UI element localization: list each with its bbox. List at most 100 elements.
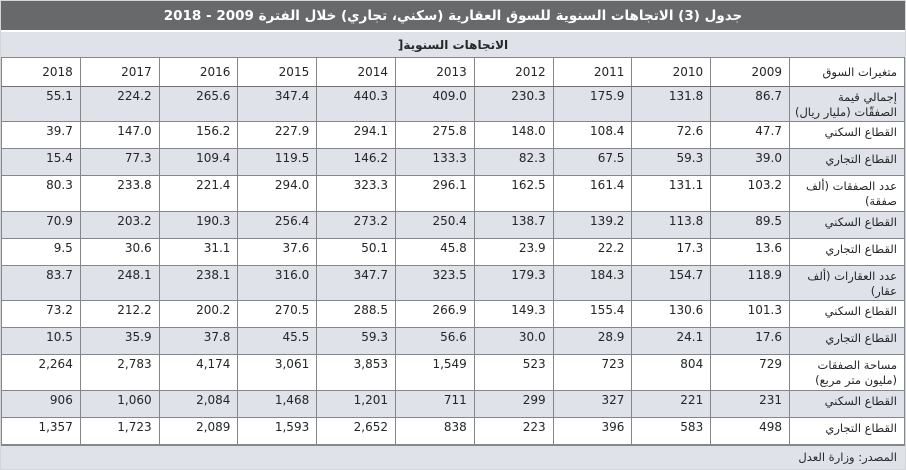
table-title: جدول (3) الاتجاهات السنوية للسوق العقاري…: [1, 1, 905, 30]
value-cell: 266.9: [395, 300, 475, 329]
value-cell: 162.5: [473, 175, 554, 212]
value-cell: 103.2: [710, 175, 790, 212]
value-cell: 108.4: [552, 121, 633, 150]
value-cell: 184.3: [552, 264, 633, 302]
value-cell: 498: [710, 416, 790, 445]
value-cell: 3,853: [316, 354, 397, 391]
value-cell: 1,593: [237, 416, 318, 445]
value-cell: 250.4: [395, 210, 475, 239]
row-label: القطاع السكني: [789, 210, 905, 239]
value-cell: 72.6: [631, 121, 712, 150]
value-cell: 31.1: [158, 237, 239, 266]
value-cell: 147.0: [79, 121, 160, 150]
value-cell: 2,264: [1, 354, 81, 391]
value-cell: 224.2: [79, 85, 160, 123]
table-row: القطاع السكني 101.3 130.6 155.4 149.3 266.9 28…: [1, 300, 905, 329]
value-cell: 30.0: [473, 327, 554, 356]
value-cell: 273.2: [316, 210, 397, 239]
annual-trends-table: متغيرات السوق 2009 2010 2011 2012 2013 2014 201…: [1, 57, 905, 445]
value-cell: 82.3: [473, 148, 554, 177]
value-cell: 113.8: [631, 210, 712, 239]
column-header-year: 2012: [473, 57, 554, 87]
row-label: القطاع التجاري: [789, 327, 905, 356]
value-cell: 583: [631, 416, 712, 445]
value-cell: 2,089: [158, 416, 239, 445]
value-cell: 396: [552, 416, 633, 445]
value-cell: 133.3: [395, 148, 475, 177]
column-header-year: 2011: [552, 57, 633, 87]
row-label: القطاع السكني: [789, 389, 905, 418]
row-label: عدد الصفقات (ألف صفقة): [789, 175, 905, 212]
value-cell: 80.3: [1, 175, 81, 212]
value-cell: 139.2: [552, 210, 633, 239]
column-header-year: 2017: [79, 57, 160, 87]
value-cell: 233.8: [79, 175, 160, 212]
value-cell: 270.5: [237, 300, 318, 329]
row-label: القطاع السكني: [789, 121, 905, 150]
value-cell: 138.7: [473, 210, 554, 239]
value-cell: 347.4: [237, 85, 318, 123]
value-cell: 28.9: [552, 327, 633, 356]
value-cell: 256.4: [237, 210, 318, 239]
value-cell: 47.7: [710, 121, 790, 150]
value-cell: 179.3: [473, 264, 554, 302]
value-cell: 711: [395, 389, 475, 418]
value-cell: 17.6: [710, 327, 790, 356]
value-cell: 22.2: [552, 237, 633, 266]
value-cell: 73.2: [1, 300, 81, 329]
table-row: القطاع السكني 89.5 113.8 139.2 138.7 250.4 273…: [1, 210, 905, 239]
value-cell: 83.7: [1, 264, 81, 302]
value-cell: 89.5: [710, 210, 790, 239]
value-cell: 2,652: [316, 416, 397, 445]
value-cell: 2,783: [79, 354, 160, 391]
value-cell: 288.5: [316, 300, 397, 329]
value-cell: 1,468: [237, 389, 318, 418]
value-cell: 1,357: [1, 416, 81, 445]
value-cell: 212.2: [79, 300, 160, 329]
value-cell: 50.1: [316, 237, 397, 266]
value-cell: 67.5: [552, 148, 633, 177]
value-cell: 223: [473, 416, 554, 445]
value-cell: 248.1: [79, 264, 160, 302]
value-cell: 146.2: [316, 148, 397, 177]
value-cell: 156.2: [158, 121, 239, 150]
table-row: القطاع السكني 231 221 327 299 711 1,201 1,468 2,…: [1, 389, 905, 418]
value-cell: 118.9: [710, 264, 790, 302]
value-cell: 86.7: [710, 85, 790, 123]
row-label: القطاع التجاري: [789, 416, 905, 445]
value-cell: 101.3: [710, 300, 790, 329]
value-cell: 294.0: [237, 175, 318, 212]
subtitle-text: الاتجاهات السنوية: [403, 37, 509, 52]
value-cell: 265.6: [158, 85, 239, 123]
value-cell: 299: [473, 389, 554, 418]
value-cell: 131.1: [631, 175, 712, 212]
table-row: عدد الصفقات (ألف صفقة) 103.2 131.1 161.4 162…: [1, 175, 905, 212]
table-subtitle-bar: ]الاتجاهات السنوية: [1, 32, 905, 57]
value-cell: 296.1: [395, 175, 475, 212]
value-cell: 148.0: [473, 121, 554, 150]
value-cell: 15.4: [1, 148, 81, 177]
value-cell: 221.4: [158, 175, 239, 212]
value-cell: 59.3: [631, 148, 712, 177]
value-cell: 221: [631, 389, 712, 418]
value-cell: 37.6: [237, 237, 318, 266]
value-cell: 56.6: [395, 327, 475, 356]
value-cell: 275.8: [395, 121, 475, 150]
table-row: القطاع التجاري 498 583 396 223 838 2,652 1,593 2…: [1, 416, 905, 445]
column-header-year: 2009: [710, 57, 790, 87]
value-cell: 804: [631, 354, 712, 391]
value-cell: 190.3: [158, 210, 239, 239]
table-subtitle: ]الاتجاهات السنوية: [398, 38, 508, 52]
value-cell: 55.1: [1, 85, 81, 123]
value-cell: 323.5: [395, 264, 475, 302]
value-cell: 37.8: [158, 327, 239, 356]
value-cell: 409.0: [395, 85, 475, 123]
table-row: مساحة الصفقات (مليون متر مربع) 729 804 723 5…: [1, 354, 905, 391]
value-cell: 4,174: [158, 354, 239, 391]
value-cell: 30.6: [79, 237, 160, 266]
value-cell: 131.8: [631, 85, 712, 123]
value-cell: 906: [1, 389, 81, 418]
value-cell: 316.0: [237, 264, 318, 302]
value-cell: 1,060: [79, 389, 160, 418]
